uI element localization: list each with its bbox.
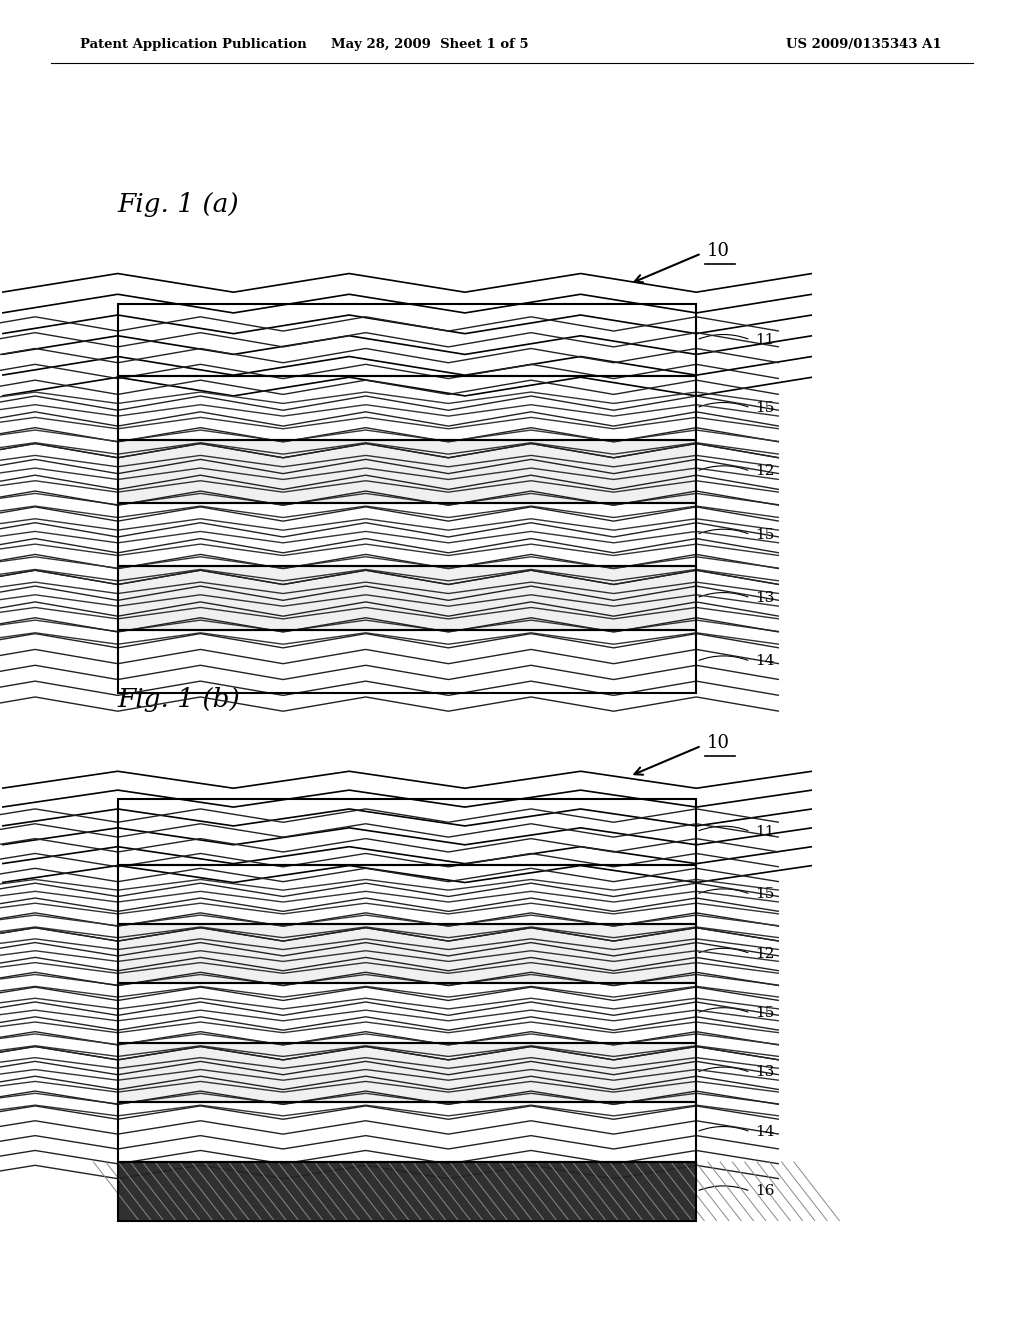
Text: 10: 10 [707, 734, 729, 752]
Bar [118, 566, 696, 630]
Bar [118, 304, 696, 376]
Text: Patent Application Publication: Patent Application Publication [80, 38, 306, 51]
Bar [118, 1043, 696, 1102]
Text: 15: 15 [755, 401, 774, 414]
Text: 15: 15 [755, 887, 774, 902]
Bar [118, 503, 696, 566]
Text: 11: 11 [755, 825, 774, 838]
Bar [118, 924, 696, 983]
Bar [118, 503, 696, 566]
Text: 13: 13 [755, 1065, 774, 1080]
Text: 16: 16 [755, 1184, 774, 1199]
Bar [118, 1102, 696, 1162]
Bar [118, 1043, 696, 1102]
Bar [118, 1162, 696, 1221]
Text: 13: 13 [755, 591, 774, 605]
Text: May 28, 2009  Sheet 1 of 5: May 28, 2009 Sheet 1 of 5 [332, 38, 528, 51]
Bar [118, 304, 696, 376]
Bar [118, 566, 696, 630]
Text: Fig. 1 (a): Fig. 1 (a) [118, 193, 240, 216]
Bar [118, 865, 696, 924]
Bar [118, 376, 696, 440]
Bar [118, 799, 696, 865]
Text: Fig. 1 (b): Fig. 1 (b) [118, 688, 241, 711]
Bar [118, 630, 696, 693]
Text: 14: 14 [755, 1125, 774, 1139]
Bar [118, 924, 696, 983]
Bar [118, 1102, 696, 1162]
Text: US 2009/0135343 A1: US 2009/0135343 A1 [786, 38, 942, 51]
Bar [118, 1162, 696, 1221]
Text: 10: 10 [707, 242, 729, 260]
Bar [118, 799, 696, 865]
Bar [118, 865, 696, 924]
Text: 14: 14 [755, 655, 774, 668]
Bar [118, 376, 696, 440]
Text: 15: 15 [755, 528, 774, 541]
Bar [118, 440, 696, 503]
Text: 12: 12 [755, 465, 774, 478]
Text: 11: 11 [755, 333, 774, 347]
Bar [118, 983, 696, 1043]
Bar [118, 630, 696, 693]
Bar [118, 983, 696, 1043]
Text: 12: 12 [755, 946, 774, 961]
Bar [118, 440, 696, 503]
Text: 15: 15 [755, 1006, 774, 1020]
